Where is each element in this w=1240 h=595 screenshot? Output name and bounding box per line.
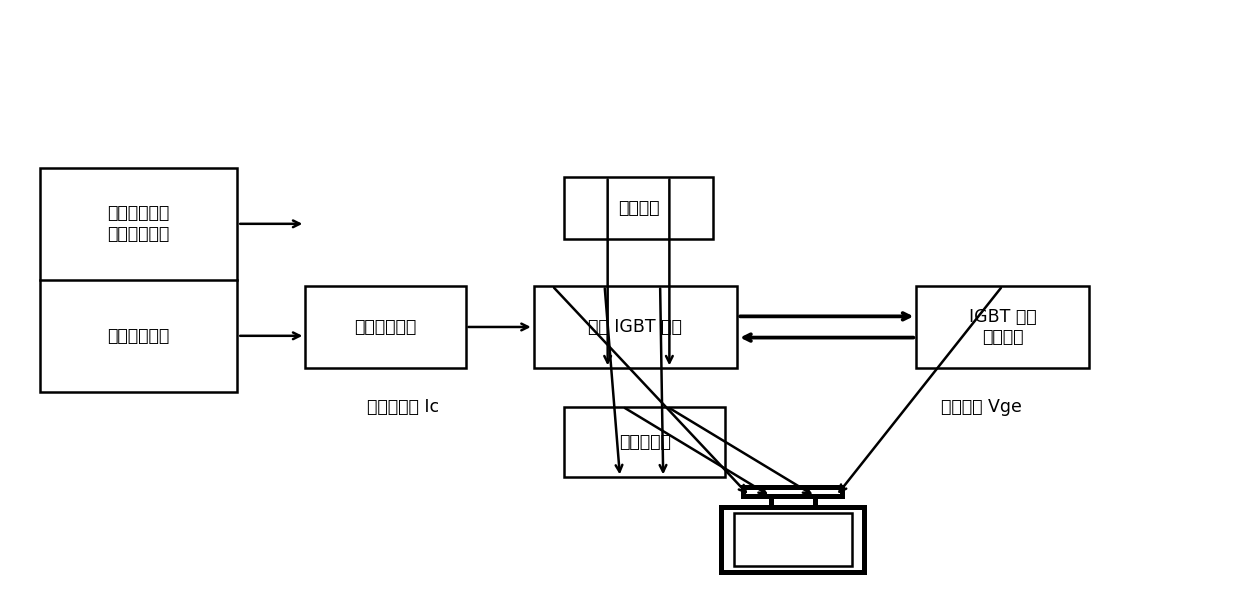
Text: 常规驱动电路: 常规驱动电路 [108, 327, 170, 345]
Bar [40, 168, 237, 392]
Text: 数据采集卡: 数据采集卡 [619, 433, 671, 451]
Text: IGBT 正常
工作电路: IGBT 正常 工作电路 [968, 308, 1037, 346]
Bar [564, 177, 713, 239]
Text: 传输特性曲线
测量驱动电路: 传输特性曲线 测量驱动电路 [108, 205, 170, 243]
Text: 集电极电流 Ic: 集电极电流 Ic [367, 397, 439, 415]
Bar [564, 406, 725, 477]
Bar [744, 487, 842, 496]
Text: 待测 IGBT 工位: 待测 IGBT 工位 [589, 318, 682, 336]
Bar [305, 286, 466, 368]
Text: 直流电源: 直流电源 [618, 199, 660, 217]
Bar [770, 496, 815, 507]
Bar [734, 513, 852, 566]
Bar [722, 507, 864, 572]
Text: 门极电压 Vge: 门极电压 Vge [941, 397, 1022, 415]
Text: 双路切换开关: 双路切换开关 [355, 318, 417, 336]
Bar [533, 286, 738, 368]
Bar [916, 286, 1089, 368]
